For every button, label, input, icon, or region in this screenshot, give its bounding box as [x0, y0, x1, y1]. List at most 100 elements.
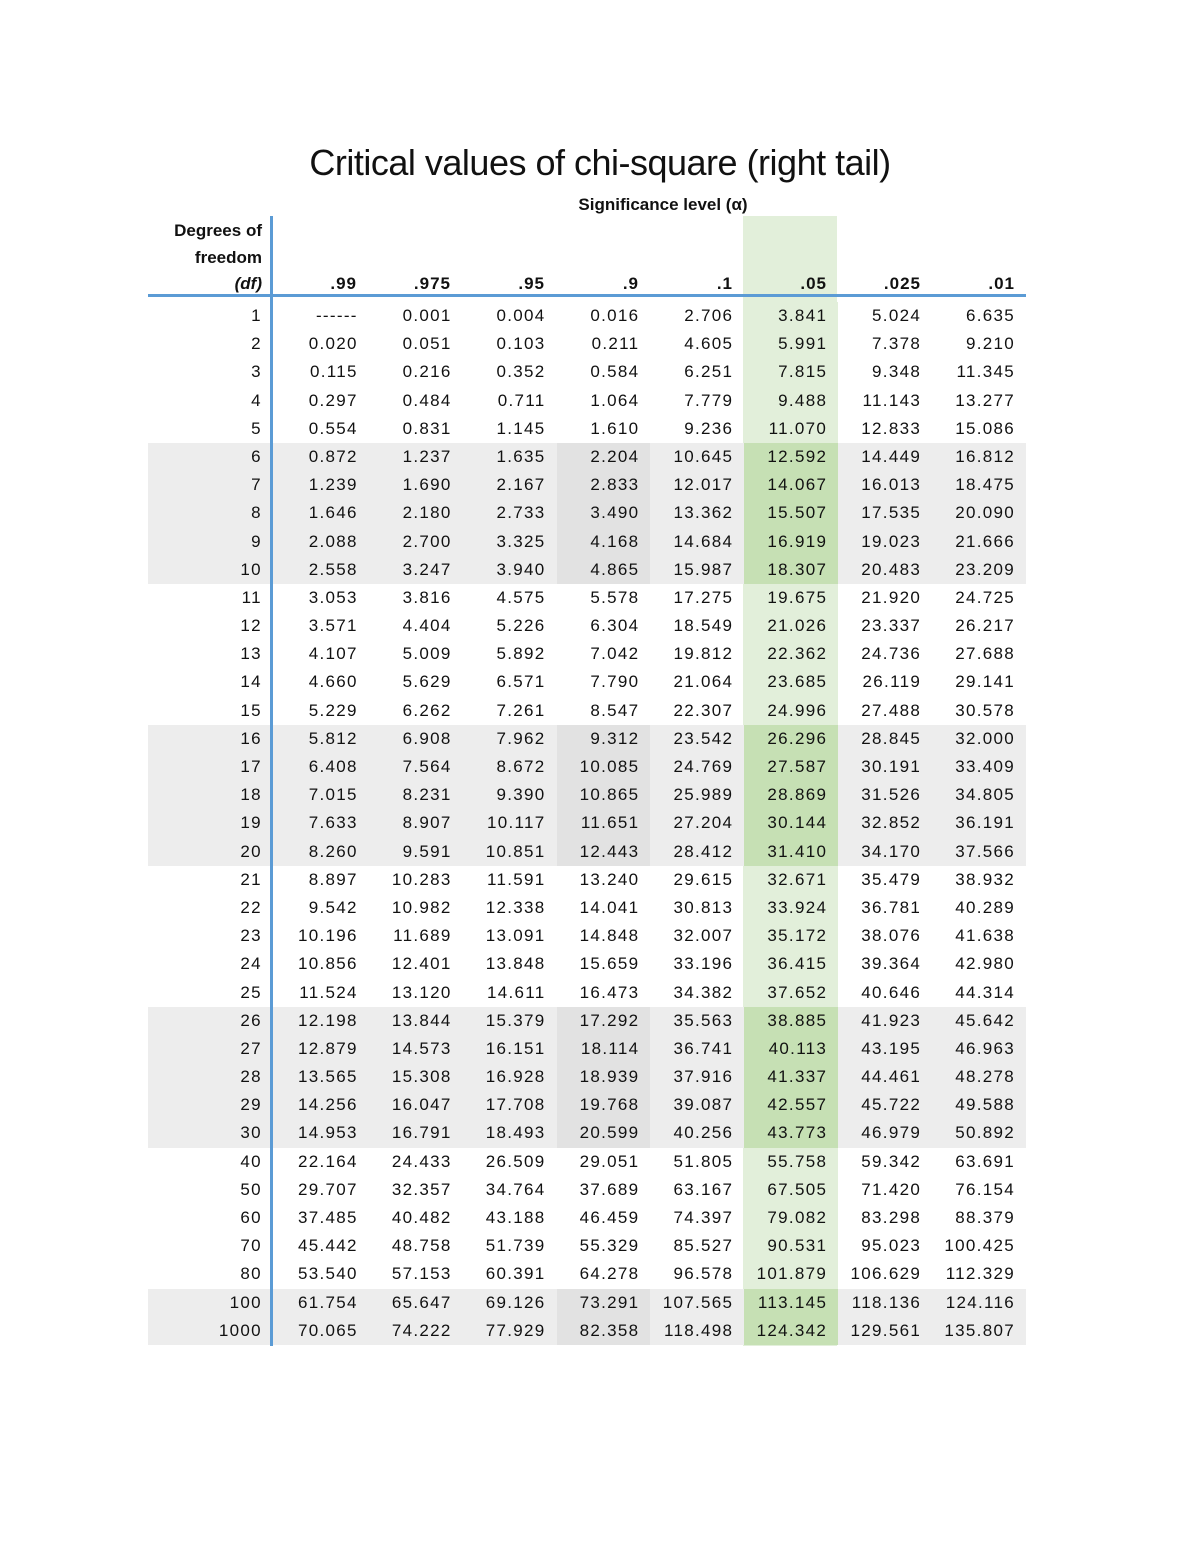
value-cell: 36.781 — [861, 897, 922, 917]
value-cell: 51.805 — [673, 1151, 734, 1171]
df-cell: 1 — [251, 306, 262, 325]
value-cell: 18.307 — [744, 555, 839, 584]
value-cell: 16.791 — [391, 1123, 452, 1143]
value-cell: 100.425 — [944, 1236, 1015, 1256]
value-cell: 8.897 — [308, 869, 358, 889]
value-cell: 7.790 — [590, 672, 640, 692]
value-cell: 38.932 — [955, 869, 1015, 889]
value-cell: 27.204 — [673, 813, 734, 833]
value-cell: 35.479 — [861, 869, 922, 889]
value-cell: 34.170 — [861, 841, 922, 861]
value-cell: 37.652 — [744, 978, 839, 1007]
table-row: 70 45.442 48.758 51.739 55.329 85.527 90.531 95… — [148, 1232, 1026, 1261]
value-cell: 28.869 — [744, 781, 839, 810]
value-cell: 48.758 — [391, 1236, 452, 1256]
value-cell: 18.939 — [556, 1063, 651, 1092]
value-cell: 36.191 — [955, 813, 1015, 833]
df-cell: 26 — [240, 1010, 262, 1030]
df-column-header: Degrees of freedom (df) — [148, 218, 262, 298]
table-row: 1000 70.065 74.222 77.929 82.358 118.498 124.3… — [148, 1316, 1026, 1345]
value-cell: 2.733 — [496, 503, 546, 523]
value-cell: 21.064 — [673, 672, 734, 692]
value-cell: 25.989 — [673, 785, 734, 805]
value-cell: 37.916 — [673, 1067, 734, 1087]
value-cell: 5.226 — [496, 616, 546, 636]
value-cell: 38.885 — [744, 1006, 839, 1035]
value-cell: 6.304 — [590, 616, 640, 636]
value-cell: 63.691 — [955, 1151, 1015, 1171]
value-cell: 6.262 — [402, 700, 452, 720]
value-cell: 30.813 — [673, 897, 734, 917]
value-cell: 10.196 — [297, 926, 358, 946]
value-cell: 23.542 — [673, 728, 734, 748]
value-cell: 35.563 — [673, 1010, 734, 1030]
value-cell: 46.963 — [955, 1038, 1015, 1058]
value-cell: 9.488 — [744, 386, 839, 415]
value-cell: 6.408 — [308, 757, 358, 776]
value-cell: 12.338 — [485, 897, 546, 917]
value-cell: 3.490 — [556, 499, 651, 528]
value-cell: 112.329 — [945, 1264, 1015, 1284]
df-cell: 16 — [240, 728, 262, 748]
df-cell: 70 — [240, 1236, 262, 1256]
value-cell: 30.191 — [861, 757, 922, 776]
value-cell: 60.391 — [485, 1264, 546, 1284]
value-cell: 29.051 — [579, 1151, 640, 1171]
value-cell: 7.042 — [590, 644, 640, 664]
df-cell: 2 — [251, 334, 262, 354]
value-cell: 40.482 — [391, 1208, 452, 1227]
df-cell: 29 — [240, 1095, 262, 1115]
value-cell: 74.397 — [673, 1208, 734, 1227]
value-cell: 45.722 — [861, 1095, 922, 1115]
table-row: 10 2.558 3.247 3.940 4.865 15.987 18.307 20.483… — [148, 555, 1026, 584]
value-cell: 7.261 — [496, 700, 546, 720]
value-cell: 18.493 — [485, 1123, 546, 1143]
value-cell: 16.928 — [485, 1067, 546, 1087]
value-cell: 40.113 — [744, 1034, 839, 1064]
df-cell: 24 — [240, 954, 262, 974]
value-cell: 14.573 — [391, 1038, 452, 1058]
value-cell: 22.362 — [744, 640, 839, 669]
value-cell: 12.401 — [391, 954, 452, 974]
value-cell: 16.473 — [579, 982, 640, 1002]
value-cell: 41.923 — [861, 1010, 922, 1030]
value-cell: 13.091 — [485, 926, 546, 946]
value-cell: 27.688 — [955, 644, 1015, 664]
table-row: 19 7.633 8.907 10.117 11.651 27.204 30.144 32.8… — [148, 809, 1026, 838]
page-title: Critical values of chi-square (right tai… — [309, 142, 891, 183]
value-cell: 19.675 — [744, 583, 839, 613]
value-cell: 31.410 — [744, 837, 839, 866]
table-row: 25 11.524 13.120 14.611 16.473 34.382 37.652 40… — [148, 978, 1026, 1007]
df-cell: 30 — [240, 1123, 262, 1143]
value-cell: 8.231 — [402, 785, 452, 805]
df-cell: 15 — [240, 700, 262, 720]
table-row: 3 0.115 0.216 0.352 0.584 6.251 7.815 9.348 11.3… — [148, 358, 1026, 387]
value-cell: 3.571 — [308, 616, 358, 636]
column-header: .975 — [413, 274, 451, 293]
value-cell: 4.404 — [402, 616, 452, 636]
value-cell: 90.531 — [744, 1232, 839, 1261]
table-row: 17 6.408 7.564 8.672 10.085 24.769 27.587 30.19… — [148, 753, 1026, 782]
df-cell: 9 — [251, 531, 262, 551]
value-cell: 55.758 — [744, 1147, 839, 1176]
value-cell: 0.584 — [590, 362, 640, 382]
value-cell: 15.507 — [744, 499, 839, 528]
value-cell: 11.524 — [299, 982, 358, 1002]
table-row: 26 12.198 13.844 15.379 17.292 35.563 38.885 41… — [148, 1006, 1026, 1035]
value-cell: 7.962 — [496, 728, 546, 748]
value-cell: 12.198 — [297, 1010, 358, 1030]
df-header-line: Degrees of — [174, 221, 262, 240]
column-header: .1 — [716, 274, 733, 293]
value-cell: 22.164 — [297, 1151, 358, 1171]
value-cell: 46.459 — [579, 1208, 640, 1227]
df-cell: 28 — [240, 1067, 262, 1087]
value-cell: 95.023 — [861, 1236, 922, 1256]
df-cell: 12 — [240, 616, 262, 636]
value-cell: 2.558 — [308, 559, 358, 579]
table-row: 1 ------ 0.001 0.004 0.016 2.706 3.841 5.024 6.6… — [148, 302, 1026, 331]
value-cell: 3.325 — [496, 531, 546, 551]
value-cell: 0.051 — [402, 334, 452, 354]
value-cell: 32.000 — [955, 728, 1015, 748]
value-cell: 7.815 — [744, 358, 839, 387]
value-cell: 7.564 — [402, 757, 452, 776]
